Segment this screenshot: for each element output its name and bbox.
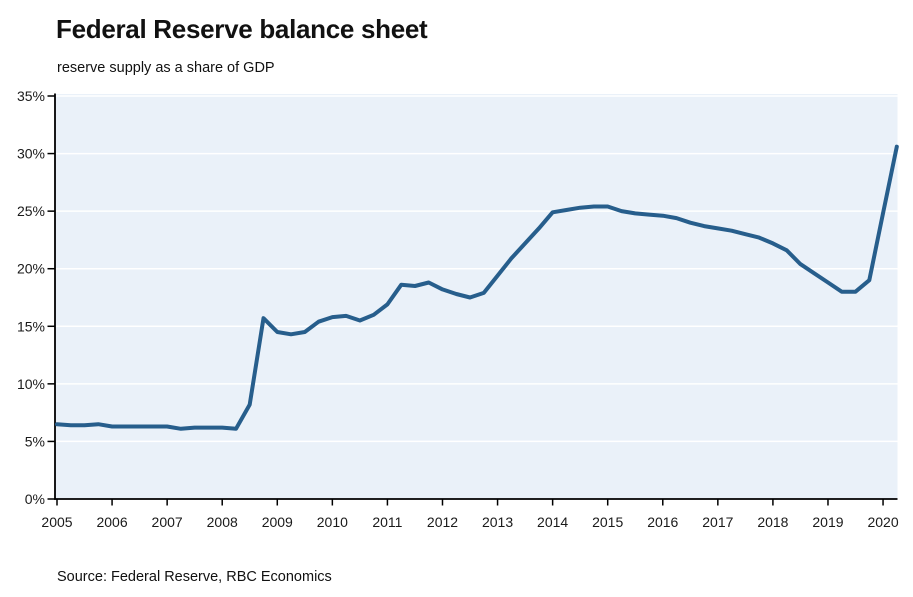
y-axis-tick-label: 10%	[17, 376, 45, 392]
x-axis-tick-label: 2019	[812, 514, 843, 530]
data-line	[55, 144, 899, 431]
y-axis-tick-label: 20%	[17, 261, 45, 277]
chart-title: Federal Reserve balance sheet	[56, 14, 428, 44]
x-axis-tick-label: 2012	[427, 514, 458, 530]
x-axis-tick-label: 2014	[537, 514, 568, 530]
line-chart-canvas: 0% 5% 10% 15% 20% 25% 30% 35% 2005 2006 2007 2008 20…	[17, 88, 899, 530]
x-axis-tick-label: 2007	[152, 514, 183, 530]
x-axis-tick-label: 2015	[592, 514, 623, 530]
y-axis-tick-label: 15%	[17, 318, 45, 334]
source-note: Source: Federal Reserve, RBC Economics	[57, 569, 332, 585]
x-axis-tick-label: 2005	[41, 514, 72, 530]
x-axis-tick-label: 2010	[317, 514, 348, 530]
y-axis-tick-label: 25%	[17, 203, 45, 219]
x-axis-tick-label: 2018	[757, 514, 788, 530]
x-axis-tick-label: 2016	[647, 514, 678, 530]
x-axis-tick-label: 2020	[867, 514, 898, 530]
x-axis-tick-label: 2017	[702, 514, 733, 530]
y-axis-tick-label: 0%	[25, 491, 45, 507]
chart-subtitle: reserve supply as a share of GDP	[57, 60, 275, 76]
x-axis-tick-label: 2006	[96, 514, 127, 530]
x-axis-tick-label: 2011	[372, 514, 402, 530]
y-axis-tick-label: 5%	[25, 433, 45, 449]
x-axis-tick-label: 2009	[262, 514, 293, 530]
x-axis-tick-label: 2008	[207, 514, 238, 530]
y-axis-tick-label: 30%	[17, 146, 45, 162]
y-axis-tick-label: 35%	[17, 88, 45, 104]
x-axis-tick-label: 2013	[482, 514, 513, 530]
